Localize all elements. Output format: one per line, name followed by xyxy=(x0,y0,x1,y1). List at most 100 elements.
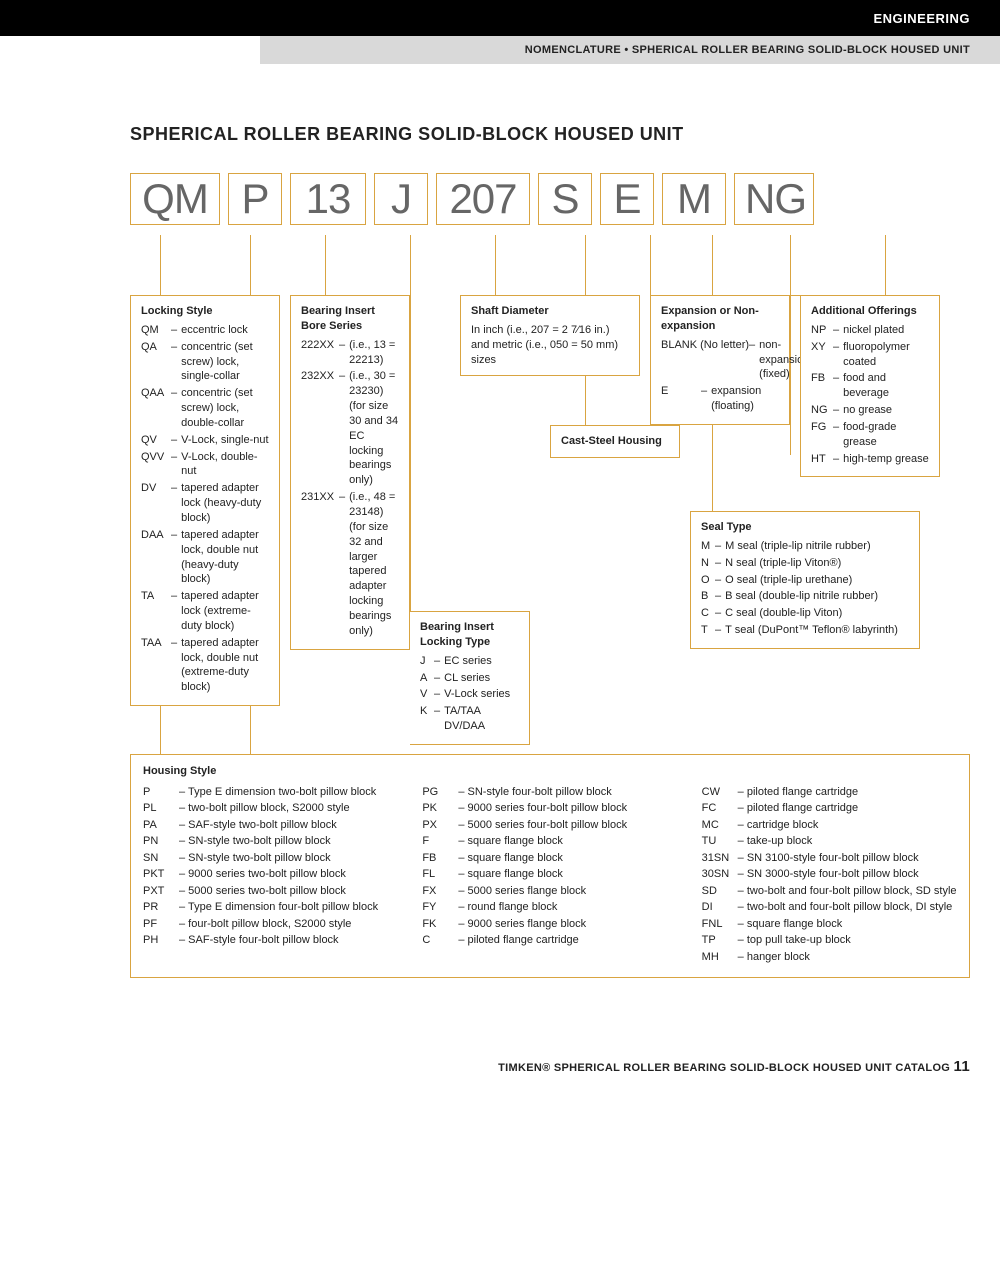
definition-row: NP–nickel plated xyxy=(811,323,929,338)
additional-box: Additional Offerings NP–nickel plated XY–… xyxy=(800,295,940,477)
code: QA xyxy=(141,340,171,385)
code: NP xyxy=(811,323,833,338)
desc: no grease xyxy=(843,403,892,418)
housing-row: P– Type E dimension two-bolt pillow bloc… xyxy=(143,784,398,801)
housing-row: PL– two-bolt pillow block, S2000 style xyxy=(143,800,398,817)
code: PN xyxy=(143,833,179,850)
code: E xyxy=(661,384,701,414)
desc: tapered adapter lock (extreme-duty block… xyxy=(181,589,269,634)
housing-row: FX– 5000 series flange block xyxy=(422,883,677,900)
definition-row: XY–fluoropolymer coated xyxy=(811,340,929,370)
code: N xyxy=(701,556,715,571)
code: SN xyxy=(143,850,179,867)
code-m: M xyxy=(662,173,726,225)
cast-steel-title: Cast-Steel Housing xyxy=(561,434,669,449)
definition-row: DAA–tapered adapter lock, double nut (he… xyxy=(141,528,269,587)
definition-row: E–expansion (floating) xyxy=(661,384,779,414)
code: QV xyxy=(141,433,171,448)
code-p: P xyxy=(228,173,282,225)
housing-row: PX– 5000 series four-bolt pillow block xyxy=(422,817,677,834)
definition-row: NG–no grease xyxy=(811,403,929,418)
code: SD xyxy=(702,883,738,900)
desc: V-Lock series xyxy=(444,687,510,702)
additional-title: Additional Offerings xyxy=(811,304,929,319)
definition-row: C–C seal (double-lip Viton) xyxy=(701,606,909,621)
housing-row: FNL– square flange block xyxy=(702,916,957,933)
housing-row: DI– two-bolt and four-bolt pillow block,… xyxy=(702,899,957,916)
housing-row: FB– square flange block xyxy=(422,850,677,867)
housing-row: PXT– 5000 series two-bolt pillow block xyxy=(143,883,398,900)
code: T xyxy=(701,623,715,638)
code: J xyxy=(420,654,434,669)
code: FB xyxy=(422,850,458,867)
housing-row: PF– four-bolt pillow block, S2000 style xyxy=(143,916,398,933)
code: CW xyxy=(702,784,738,801)
header-section: ENGINEERING xyxy=(0,0,1000,36)
code: PR xyxy=(143,899,179,916)
definition-row: V–V-Lock series xyxy=(420,687,519,702)
code: FY xyxy=(422,899,458,916)
desc: O seal (triple-lip urethane) xyxy=(725,573,852,588)
definition-row: BLANK (No letter)–non-expansion (fixed) xyxy=(661,338,779,383)
housing-row: PK– 9000 series four-bolt pillow block xyxy=(422,800,677,817)
housing-row: MH– hanger block xyxy=(702,949,957,966)
definition-row: TAA–tapered adapter lock, double nut (ex… xyxy=(141,636,269,695)
code: 30SN xyxy=(702,866,738,883)
housing-row: FY– round flange block xyxy=(422,899,677,916)
code: BLANK (No letter) xyxy=(661,338,749,383)
definition-row: QA–concentric (set screw) lock, single-c… xyxy=(141,340,269,385)
definition-row: B–B seal (double-lip nitrile rubber) xyxy=(701,589,909,604)
code: NG xyxy=(811,403,833,418)
code: DV xyxy=(141,481,171,526)
desc: (i.e., 13 = 22213) xyxy=(349,338,399,368)
desc: N seal (triple-lip Viton®) xyxy=(725,556,841,571)
cast-steel-box: Cast-Steel Housing xyxy=(550,425,680,458)
locking-type-box: Bearing Insert Locking Type J–EC seriesA… xyxy=(410,611,530,745)
desc: nickel plated xyxy=(843,323,904,338)
code: TAA xyxy=(141,636,171,695)
housing-row: PA– SAF-style two-bolt pillow block xyxy=(143,817,398,834)
desc: tapered adapter lock, double nut (heavy-… xyxy=(181,528,269,587)
code: TA xyxy=(141,589,171,634)
code: TU xyxy=(702,833,738,850)
expansion-title: Expansion or Non-expansion xyxy=(661,304,779,334)
code: FC xyxy=(702,800,738,817)
housing-row: FK– 9000 series flange block xyxy=(422,916,677,933)
bore-series-box: Bearing Insert Bore Series 222XX–(i.e., … xyxy=(290,295,410,650)
code: PF xyxy=(143,916,179,933)
seal-type-title: Seal Type xyxy=(701,520,909,535)
definition-row: 222XX–(i.e., 13 = 22213) xyxy=(301,338,399,368)
desc: T seal (DuPont™ Teflon® labyrinth) xyxy=(725,623,898,638)
code: F xyxy=(422,833,458,850)
locking-style-title: Locking Style xyxy=(141,304,269,319)
definition-row: N–N seal (triple-lip Viton®) xyxy=(701,556,909,571)
housing-row: FC– piloted flange cartridge xyxy=(702,800,957,817)
diagram-area: Locking Style QM–eccentric lockQA–concen… xyxy=(130,235,970,755)
code-qm: QM xyxy=(130,173,220,225)
definition-row: QV–V-Lock, single-nut xyxy=(141,433,269,448)
housing-row: SN– SN-style two-bolt pillow block xyxy=(143,850,398,867)
housing-row: PH– SAF-style four-bolt pillow block xyxy=(143,932,398,949)
shaft-diameter-text: In inch (i.e., 207 = 2 7⁄16 in.) and met… xyxy=(471,323,629,368)
header-breadcrumb: NOMENCLATURE • SPHERICAL ROLLER BEARING … xyxy=(260,36,1000,64)
code: 222XX xyxy=(301,338,339,368)
code: PXT xyxy=(143,883,179,900)
definition-row: 232XX–(i.e., 30 = 23230) (for size 30 an… xyxy=(301,369,399,488)
code: XY xyxy=(811,340,833,370)
code: P xyxy=(143,784,179,801)
seal-type-box: Seal Type M–M seal (triple-lip nitrile r… xyxy=(690,511,920,649)
code-e: E xyxy=(600,173,654,225)
code: FL xyxy=(422,866,458,883)
housing-row: CW– piloted flange cartridge xyxy=(702,784,957,801)
desc: food and beverage xyxy=(843,371,929,401)
housing-row: SD– two-bolt and four-bolt pillow block,… xyxy=(702,883,957,900)
housing-row: PR– Type E dimension four-bolt pillow bl… xyxy=(143,899,398,916)
housing-title: Housing Style xyxy=(143,763,957,780)
desc: C seal (double-lip Viton) xyxy=(725,606,842,621)
desc: B seal (double-lip nitrile rubber) xyxy=(725,589,878,604)
desc: TA/TAA DV/DAA xyxy=(444,704,519,734)
bore-series-title: Bearing Insert Bore Series xyxy=(301,304,399,334)
code: FNL xyxy=(702,916,738,933)
code: FK xyxy=(422,916,458,933)
code: PA xyxy=(143,817,179,834)
